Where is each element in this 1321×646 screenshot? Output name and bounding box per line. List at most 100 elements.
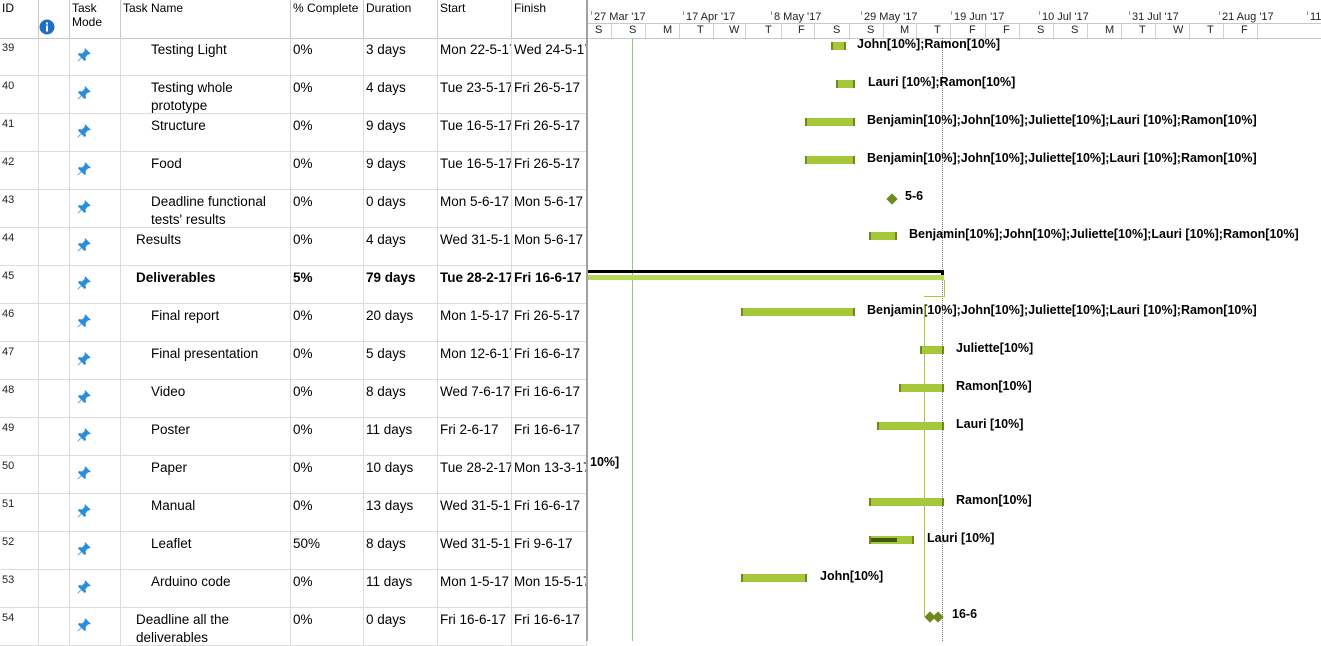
cell-start[interactable]: Mon 1-5-17 <box>438 304 512 341</box>
cell-name[interactable]: Arduino code <box>121 570 291 607</box>
task-mode-cell[interactable] <box>70 608 121 645</box>
cell-duration[interactable]: 4 days <box>364 228 438 265</box>
cell-start[interactable]: Mon 22-5-17 <box>438 38 512 75</box>
column-header-start[interactable]: Start <box>438 0 512 38</box>
table-row[interactable]: 39 Testing Light 0% 3 days Mon 22-5-17 Wed 24… <box>0 38 587 76</box>
cell-complete[interactable]: 0% <box>291 304 364 341</box>
column-header-task-mode[interactable]: Task Mode <box>70 0 121 38</box>
cell-complete[interactable]: 0% <box>291 418 364 455</box>
cell-finish[interactable]: Fri 26-5-17 <box>512 76 587 113</box>
task-bar[interactable] <box>831 42 846 50</box>
cell-finish[interactable]: Mon 5-6-17 <box>512 190 587 227</box>
task-mode-cell[interactable] <box>70 418 121 455</box>
cell-start[interactable]: Mon 5-6-17 <box>438 190 512 227</box>
cell-name[interactable]: Results <box>121 228 291 265</box>
cell-finish[interactable]: Fri 26-5-17 <box>512 152 587 189</box>
cell-duration[interactable]: 3 days <box>364 38 438 75</box>
task-bar[interactable] <box>869 232 897 240</box>
cell-complete[interactable]: 0% <box>291 608 364 645</box>
task-bar[interactable] <box>805 118 855 126</box>
table-row[interactable]: 53 Arduino code 0% 11 days Mon 1-5-17 Mon 15-… <box>0 570 587 608</box>
cell-id[interactable]: 47 <box>0 342 39 379</box>
cell-complete[interactable]: 0% <box>291 114 364 151</box>
cell-complete[interactable]: 0% <box>291 190 364 227</box>
cell-duration[interactable]: 4 days <box>364 76 438 113</box>
task-mode-cell[interactable] <box>70 380 121 417</box>
task-mode-cell[interactable] <box>70 152 121 189</box>
cell-start[interactable]: Fri 16-6-17 <box>438 608 512 645</box>
cell-name[interactable]: Manual <box>121 494 291 531</box>
cell-complete[interactable]: 0% <box>291 152 364 189</box>
table-row[interactable]: 40 Testing whole prototype 0% 4 days Tue 23-… <box>0 76 587 114</box>
task-bar[interactable] <box>741 574 807 582</box>
cell-start[interactable]: Tue 28-2-17 <box>438 456 512 493</box>
cell-id[interactable]: 42 <box>0 152 39 189</box>
cell-duration[interactable]: 10 days <box>364 456 438 493</box>
cell-name[interactable]: Poster <box>121 418 291 455</box>
cell-name[interactable]: Food <box>121 152 291 189</box>
cell-duration[interactable]: 0 days <box>364 608 438 645</box>
cell-id[interactable]: 54 <box>0 608 39 645</box>
cell-finish[interactable]: Mon 15-5-17 <box>512 570 587 607</box>
cell-name[interactable]: Final report <box>121 304 291 341</box>
cell-name[interactable]: Deadline all the deliverables <box>121 608 291 645</box>
cell-finish[interactable]: Mon 5-6-17 <box>512 228 587 265</box>
cell-id[interactable]: 48 <box>0 380 39 417</box>
cell-complete[interactable]: 0% <box>291 38 364 75</box>
table-row[interactable]: 45 Deliverables 5% 79 days Tue 28-2-17 Fri 16… <box>0 266 587 304</box>
cell-start[interactable]: Wed 31-5-17 <box>438 532 512 569</box>
cell-complete[interactable]: 0% <box>291 342 364 379</box>
cell-start[interactable]: Fri 2-6-17 <box>438 418 512 455</box>
task-mode-cell[interactable] <box>70 304 121 341</box>
cell-start[interactable]: Tue 16-5-17 <box>438 152 512 189</box>
table-row[interactable]: 47 Final presentation 0% 5 days Mon 12-6-17 F… <box>0 342 587 380</box>
cell-name[interactable]: Testing Light <box>121 38 291 75</box>
cell-start[interactable]: Wed 7-6-17 <box>438 380 512 417</box>
cell-id[interactable]: 45 <box>0 266 39 303</box>
cell-duration[interactable]: 9 days <box>364 114 438 151</box>
task-bar[interactable] <box>877 422 944 430</box>
table-row[interactable]: 41 Structure 0% 9 days Tue 16-5-17 Fri 26-5-1… <box>0 114 587 152</box>
cell-finish[interactable]: Fri 16-6-17 <box>512 342 587 379</box>
cell-id[interactable]: 44 <box>0 228 39 265</box>
task-mode-cell[interactable] <box>70 190 121 227</box>
cell-start[interactable]: Tue 23-5-17 <box>438 76 512 113</box>
table-row[interactable]: 50 Paper 0% 10 days Tue 28-2-17 Mon 13-3-17 <box>0 456 587 494</box>
cell-id[interactable]: 43 <box>0 190 39 227</box>
cell-finish[interactable]: Fri 26-5-17 <box>512 304 587 341</box>
cell-complete[interactable]: 0% <box>291 76 364 113</box>
table-row[interactable]: 48 Video 0% 8 days Wed 7-6-17 Fri 16-6-17 <box>0 380 587 418</box>
cell-name[interactable]: Video <box>121 380 291 417</box>
table-row[interactable]: 51 Manual 0% 13 days Wed 31-5-17 Fri 16-6-17 <box>0 494 587 532</box>
cell-finish[interactable]: Fri 16-6-17 <box>512 608 587 645</box>
column-header-complete[interactable]: % Complete <box>291 0 364 38</box>
cell-complete[interactable]: 0% <box>291 380 364 417</box>
cell-start[interactable]: Tue 28-2-17 <box>438 266 512 303</box>
task-bar[interactable] <box>836 80 855 88</box>
cell-complete[interactable]: 0% <box>291 228 364 265</box>
task-mode-cell[interactable] <box>70 456 121 493</box>
cell-duration[interactable]: 20 days <box>364 304 438 341</box>
cell-duration[interactable]: 0 days <box>364 190 438 227</box>
task-bar[interactable] <box>741 308 855 316</box>
task-mode-cell[interactable] <box>70 114 121 151</box>
cell-complete[interactable]: 0% <box>291 570 364 607</box>
cell-duration[interactable]: 13 days <box>364 494 438 531</box>
cell-complete[interactable]: 5% <box>291 266 364 303</box>
cell-id[interactable]: 49 <box>0 418 39 455</box>
column-header-id[interactable]: ID <box>0 0 39 38</box>
cell-complete[interactable]: 50% <box>291 532 364 569</box>
cell-id[interactable]: 40 <box>0 76 39 113</box>
task-bar[interactable] <box>920 346 944 354</box>
cell-finish[interactable]: Fri 9-6-17 <box>512 532 587 569</box>
cell-name[interactable]: Testing whole prototype <box>121 76 291 113</box>
pane-divider[interactable] <box>586 0 588 641</box>
cell-complete[interactable]: 0% <box>291 456 364 493</box>
table-row[interactable]: 42 Food 0% 9 days Tue 16-5-17 Fri 26-5-17 <box>0 152 587 190</box>
task-mode-cell[interactable] <box>70 38 121 75</box>
table-row[interactable]: 46 Final report 0% 20 days Mon 1-5-17 Fri 26-… <box>0 304 587 342</box>
table-row[interactable]: 44 Results 0% 4 days Wed 31-5-17 Mon 5-6-17 <box>0 228 587 266</box>
task-mode-cell[interactable] <box>70 228 121 265</box>
column-header-duration[interactable]: Duration <box>364 0 438 38</box>
task-mode-cell[interactable] <box>70 76 121 113</box>
